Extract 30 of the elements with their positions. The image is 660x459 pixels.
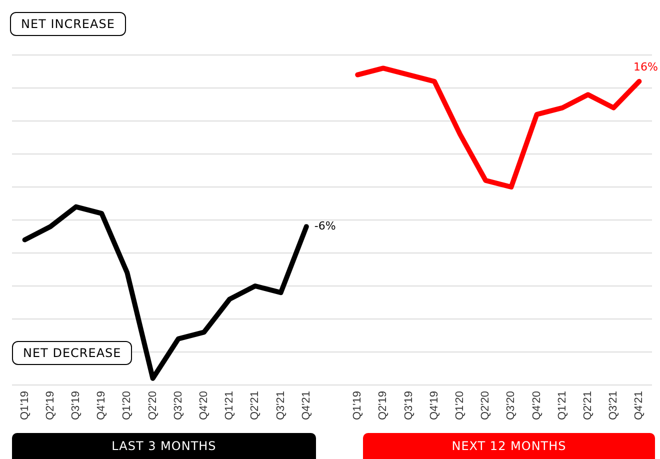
text: NEXT 12 MONTHS xyxy=(363,433,655,459)
x-tick-label: Q1'19 xyxy=(352,390,364,420)
x-tick-label: Q2'19 xyxy=(377,390,390,420)
x-tick-label: Q3'19 xyxy=(402,390,415,420)
x-tick-label: Q1'19 xyxy=(18,390,31,420)
x-tick-label: Q3'19 xyxy=(70,390,82,420)
x-tick-label: Q2'20 xyxy=(480,390,492,420)
x-tick-label: Q3'20 xyxy=(172,390,184,420)
x-tick-label: Q4'20 xyxy=(198,390,210,420)
x-tick-label: Q4'19 xyxy=(96,390,108,420)
x-tick-label: Q4'19 xyxy=(428,390,440,420)
x-tick-label: Q2'19 xyxy=(44,390,56,420)
text: NET INCREASE xyxy=(10,12,126,36)
x-tick-label: Q3'20 xyxy=(505,390,518,420)
x-tick-label: Q1'20 xyxy=(121,390,134,420)
x-tick-label: Q4'21 xyxy=(633,390,646,420)
data-label: -6% xyxy=(314,219,336,232)
x-tick-label: Q3'21 xyxy=(274,390,287,420)
x-tick-label: Q4'20 xyxy=(530,390,543,420)
x-tick-label: Q4'21 xyxy=(300,390,312,420)
data-label: 16% xyxy=(634,60,658,74)
annotation: NET DECREASE xyxy=(12,341,132,365)
x-tick-label: Q1'21 xyxy=(224,390,236,420)
text: LAST 3 MONTHS xyxy=(12,433,316,459)
x-tick-label: Q1'20 xyxy=(454,390,466,420)
x-tick-label: Q2'21 xyxy=(249,390,262,420)
x-tick-label: Q3'21 xyxy=(608,390,620,420)
x-tick-label: Q2'21 xyxy=(582,390,594,420)
x-tick-label: Q2'20 xyxy=(146,390,159,420)
x-tick-label: Q1'21 xyxy=(556,390,568,420)
